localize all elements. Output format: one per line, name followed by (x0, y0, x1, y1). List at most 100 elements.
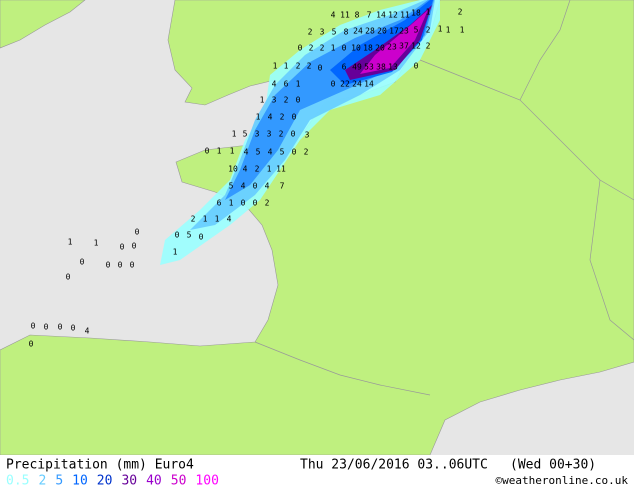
precip-label: 0 (205, 147, 210, 156)
precip-label: 53 (364, 63, 374, 72)
legend-value: 20 (97, 474, 113, 489)
precip-label: 0 (292, 113, 297, 122)
precip-label: 7 (367, 11, 372, 20)
run: (Wed 00+30) (510, 458, 596, 473)
precip-label: 20 (375, 44, 385, 53)
precip-band (345, 5, 432, 80)
precip-label: 20 (377, 27, 387, 36)
precip-label: 1 (460, 26, 465, 35)
precip-label: 23 (399, 27, 409, 36)
precip-label: 2 (284, 96, 289, 105)
precip-label: 2 (255, 165, 260, 174)
precip-label: 1 (331, 44, 336, 53)
precip-label: 0 (31, 322, 36, 331)
precip-label: 4 (268, 113, 273, 122)
precip-label: 17 (389, 27, 399, 36)
precip-label: 14 (364, 80, 374, 89)
precip-label: 2 (279, 130, 284, 139)
valid-time: Thu 23/06/2016 03..06UTC (300, 458, 488, 473)
precip-label: 3 (320, 28, 325, 37)
precip-label: 1 (273, 62, 278, 71)
precip-label: 1 (68, 238, 73, 247)
border (254, 341, 431, 396)
precip-label: 1 (260, 96, 265, 105)
precip-label: 1 (267, 165, 272, 174)
border (519, 0, 571, 101)
precip-label: 4 (85, 327, 90, 336)
precip-label: 4 (244, 148, 249, 157)
precip-label: 4 (227, 215, 232, 224)
precip-label: 2 (307, 62, 312, 71)
precip-label: 24 (353, 27, 363, 36)
precip-label: 3 (255, 130, 260, 139)
precip-label: 1 (217, 147, 222, 156)
precip-label: 1 (232, 130, 237, 139)
precip-label: 0 (71, 324, 76, 333)
precip-label: 11 (400, 11, 410, 20)
ireland (0, 0, 86, 49)
precip-label: 8 (355, 11, 360, 20)
precip-label: 3 (267, 130, 272, 139)
precip-label: 13 (388, 63, 398, 72)
precip-label: 0 (318, 64, 323, 73)
precip-label: 5 (243, 130, 248, 139)
precip-label: 0 (342, 44, 347, 53)
precip-label: 49 (352, 63, 362, 72)
precip-label: 11 (276, 165, 286, 174)
precip-label: 0 (44, 323, 49, 332)
precip-label: 1 (296, 80, 301, 89)
precip-label: 0 (175, 231, 180, 240)
precip-label: 2 (265, 199, 270, 208)
precip-label: 0 (292, 148, 297, 157)
precip-label: 5 (187, 231, 192, 240)
precip-label: 0 (29, 340, 34, 349)
precip-label: 38 (376, 63, 386, 72)
precip-label: 5 (414, 26, 419, 35)
precip-label: 11 (340, 11, 350, 20)
precip-label: 4 (265, 182, 270, 191)
precip-label: 2 (426, 26, 431, 35)
precip-label: 2 (304, 148, 309, 157)
precip-label: 0 (132, 242, 137, 251)
precip-label: 6 (217, 199, 222, 208)
precip-label: 1 (229, 199, 234, 208)
precip-label: 2 (191, 215, 196, 224)
border (419, 59, 634, 201)
precip-label: 6 (284, 80, 289, 89)
precip-label: 0 (414, 62, 419, 71)
precip-label: 2 (320, 44, 325, 53)
precip-label: 1 (203, 215, 208, 224)
precip-label: 0 (66, 273, 71, 282)
precip-label: 1 (426, 8, 431, 17)
precip-label: 3 (272, 96, 277, 105)
legend-value: 50 (171, 474, 187, 489)
precip-label: 4 (241, 182, 246, 191)
precip-label: 0 (130, 261, 135, 270)
precip-label: 4 (272, 80, 277, 89)
precip-label: 1 (173, 248, 178, 257)
precip-label: 0 (291, 130, 296, 139)
precip-label: 0 (106, 261, 111, 270)
precip-label: 1 (284, 62, 289, 71)
precip-label: 4 (268, 148, 273, 157)
precip-label: 1 (94, 239, 99, 248)
precip-label: 5 (256, 148, 261, 157)
precip-label: 0 (331, 80, 336, 89)
precip-label: 5 (332, 28, 337, 37)
precip-label: 2 (458, 8, 463, 17)
precip-label: 24 (352, 80, 362, 89)
border (589, 179, 634, 341)
legend-value: 2 (38, 474, 46, 489)
legend-value: 100 (195, 474, 218, 489)
precip-label: 0 (241, 199, 246, 208)
precip-label: 1 (230, 147, 235, 156)
precip-label: 22 (340, 80, 350, 89)
footer (0, 455, 634, 490)
precip-label: 2 (308, 28, 313, 37)
precip-label: 10 (351, 44, 361, 53)
precip-label: 0 (298, 44, 303, 53)
precip-label: 0 (199, 233, 204, 242)
precip-label: 0 (296, 96, 301, 105)
legend-value: 0.5 (6, 474, 29, 489)
